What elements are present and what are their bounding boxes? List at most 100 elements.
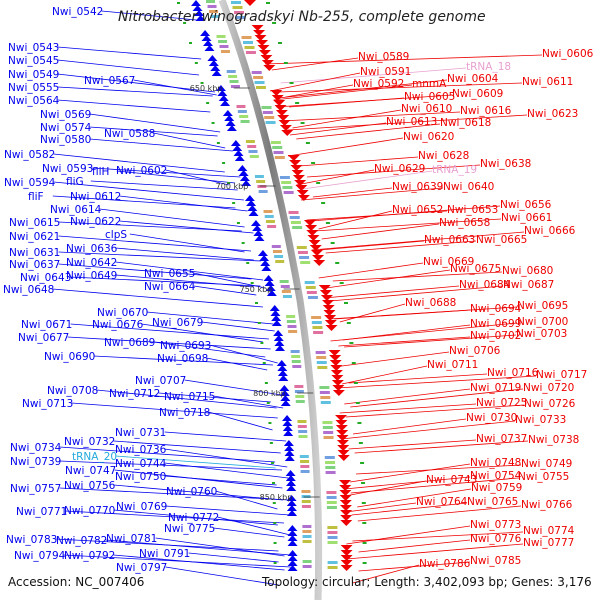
gene-label[interactable]: tRNA_20 [72, 451, 117, 463]
gene-label[interactable]: Nwi_0750 [115, 471, 166, 483]
gene-label[interactable]: Nwi_0747 [65, 465, 116, 477]
gene-label[interactable]: Nwi_0605 [404, 91, 455, 103]
gene-label[interactable]: Nwi_0648 [3, 284, 54, 296]
gene-label[interactable]: Nwi_0677 [18, 332, 69, 344]
gene-label[interactable]: Nwi_0684 [459, 279, 511, 291]
gene-label[interactable]: Nwi_0631 [9, 247, 60, 259]
gene-label[interactable]: Nwi_0732 [64, 436, 115, 448]
gene-label[interactable]: Nwi_0717 [536, 369, 587, 381]
gene-label[interactable]: Nwi_0569 [40, 109, 91, 121]
gene-label[interactable]: Nwi_0616 [460, 105, 512, 117]
gene-label[interactable]: Nwi_0707 [135, 375, 186, 387]
gene-label[interactable]: Nwi_0700 [517, 316, 568, 328]
gene-label[interactable]: Nwi_0756 [64, 480, 116, 492]
gene-label[interactable]: Nwi_0574 [40, 122, 92, 134]
gene-label[interactable]: Nwi_0755 [518, 471, 569, 483]
gene-label[interactable]: Nwi_0689 [104, 337, 155, 349]
gene-label[interactable]: Nwi_0620 [403, 131, 454, 143]
gene-label[interactable]: Nwi_0695 [517, 300, 568, 312]
gene-label[interactable]: Nwi_0754 [470, 470, 522, 482]
gene-label[interactable]: Nwi_0725 [476, 397, 527, 409]
gene-label[interactable]: Nwi_0663 [424, 234, 475, 246]
gene-label[interactable]: Nwi_0606 [542, 48, 594, 60]
gene-label[interactable]: Nwi_0720 [523, 382, 574, 394]
gene-label[interactable]: Nwi_0628 [418, 150, 469, 162]
gene-label[interactable]: Nwi_0661 [501, 212, 552, 224]
gene-label[interactable]: clpS [105, 229, 127, 241]
gene-label[interactable]: Nwi_0623 [527, 108, 578, 120]
gene-label[interactable]: Nwi_0772 [168, 512, 219, 524]
gene-label[interactable]: Nwi_0730 [466, 412, 517, 424]
gene-label[interactable]: Nwi_0726 [524, 398, 576, 410]
gene-label[interactable]: Nwi_0649 [66, 270, 117, 282]
gene-label[interactable]: Nwi_0708 [47, 385, 98, 397]
gene-label[interactable]: Nwi_0733 [515, 414, 566, 426]
gene-label[interactable]: Nwi_0640 [443, 181, 494, 193]
gene-label[interactable]: Nwi_0773 [470, 519, 521, 531]
gene-label[interactable]: Nwi_0786 [419, 558, 471, 570]
gene-label[interactable]: Nwi_0737 [476, 433, 527, 445]
gene-label[interactable]: Nwi_0688 [405, 297, 456, 309]
gene-label[interactable]: Nwi_0766 [521, 499, 573, 511]
gene-label[interactable]: Nwi_0592 [353, 78, 404, 90]
gene-label[interactable]: Nwi_0794 [14, 550, 66, 562]
gene-label[interactable]: Nwi_0776 [470, 533, 522, 545]
gene-label[interactable]: Nwi_0637 [9, 259, 60, 271]
gene-label[interactable]: Nwi_0718 [159, 407, 210, 419]
gene-label[interactable]: Nwi_0621 [9, 231, 60, 243]
gene-label[interactable]: Nwi_0564 [8, 95, 60, 107]
gene-label[interactable]: Nwi_0711 [427, 359, 478, 371]
gene-label[interactable]: Nwi_0765 [467, 496, 518, 508]
gene-label[interactable]: fliF [28, 191, 44, 203]
gene-label[interactable]: Nwi_0777 [523, 537, 574, 549]
gene-label[interactable]: Nwi_0610 [401, 103, 452, 115]
gene-label[interactable]: Nwi_0771 [16, 506, 67, 518]
gene-label[interactable]: Nwi_0698 [157, 353, 208, 365]
gene-label[interactable]: Nwi_0719 [470, 382, 521, 394]
gene-label[interactable]: Nwi_0658 [439, 217, 490, 229]
gene-label[interactable]: Nwi_0743 [426, 474, 477, 486]
gene-label[interactable]: Nwi_0604 [447, 73, 499, 85]
gene-label[interactable]: Nwi_0760 [166, 486, 217, 498]
gene-label[interactable]: Nwi_0636 [66, 243, 118, 255]
gene-label[interactable]: Nwi_0675 [450, 263, 501, 275]
gene-label[interactable]: Nwi_0769 [116, 501, 167, 513]
gene-label[interactable]: Nwi_0785 [470, 555, 521, 567]
gene-label[interactable]: Nwi_0555 [8, 82, 59, 94]
gene-label[interactable]: Nwi_0611 [522, 76, 573, 88]
gene-label[interactable]: Nwi_0613 [386, 116, 437, 128]
gene-label[interactable]: Nwi_0638 [480, 158, 531, 170]
gene-label[interactable]: Nwi_0542 [52, 6, 103, 18]
gene-label[interactable]: fliH [92, 166, 109, 178]
gene-label[interactable]: Nwi_0567 [84, 75, 135, 87]
gene-label[interactable]: Nwi_0665 [476, 234, 527, 246]
gene-label[interactable]: Nwi_0614 [50, 204, 102, 216]
gene-label[interactable]: Nwi_0783 [6, 534, 57, 546]
gene-label[interactable]: Nwi_0748 [470, 457, 521, 469]
gene-label[interactable]: fliG [66, 176, 84, 188]
gene-label[interactable]: Nwi_0774 [523, 525, 575, 537]
gene-label[interactable]: Nwi_0664 [144, 281, 196, 293]
gene-label[interactable]: Nwi_0582 [4, 149, 55, 161]
gene-label[interactable]: Nwi_0694 [470, 303, 522, 315]
gene-label[interactable]: Nwi_0731 [115, 427, 166, 439]
gene-label[interactable]: Nwi_0734 [10, 442, 62, 454]
gene-label[interactable]: Nwi_0738 [528, 434, 579, 446]
gene-label[interactable]: Nwi_0739 [10, 456, 61, 468]
gene-label[interactable]: Nwi_0615 [9, 217, 60, 229]
gene-label[interactable]: Nwi_0764 [416, 496, 468, 508]
gene-label[interactable]: Nwi_0759 [471, 482, 522, 494]
gene-label[interactable]: Nwi_0580 [40, 134, 91, 146]
gene-label[interactable]: Nwi_0655 [144, 268, 195, 280]
gene-label[interactable]: Nwi_0549 [8, 69, 59, 81]
gene-label[interactable]: Nwi_0670 [97, 307, 148, 319]
gene-label[interactable]: Nwi_0757 [10, 483, 61, 495]
gene-label[interactable]: Nwi_0775 [164, 523, 215, 535]
gene-label[interactable]: Nwi_0643 [20, 272, 71, 284]
gene-label[interactable]: Nwi_0543 [8, 42, 59, 54]
gene-label[interactable]: Nwi_0656 [500, 199, 552, 211]
gene-label[interactable]: Nwi_0593 [42, 163, 93, 175]
gene-label[interactable]: Nwi_0706 [449, 345, 501, 357]
gene-label[interactable]: Nwi_0639 [392, 181, 443, 193]
gene-label[interactable]: Nwi_0770 [64, 505, 115, 517]
